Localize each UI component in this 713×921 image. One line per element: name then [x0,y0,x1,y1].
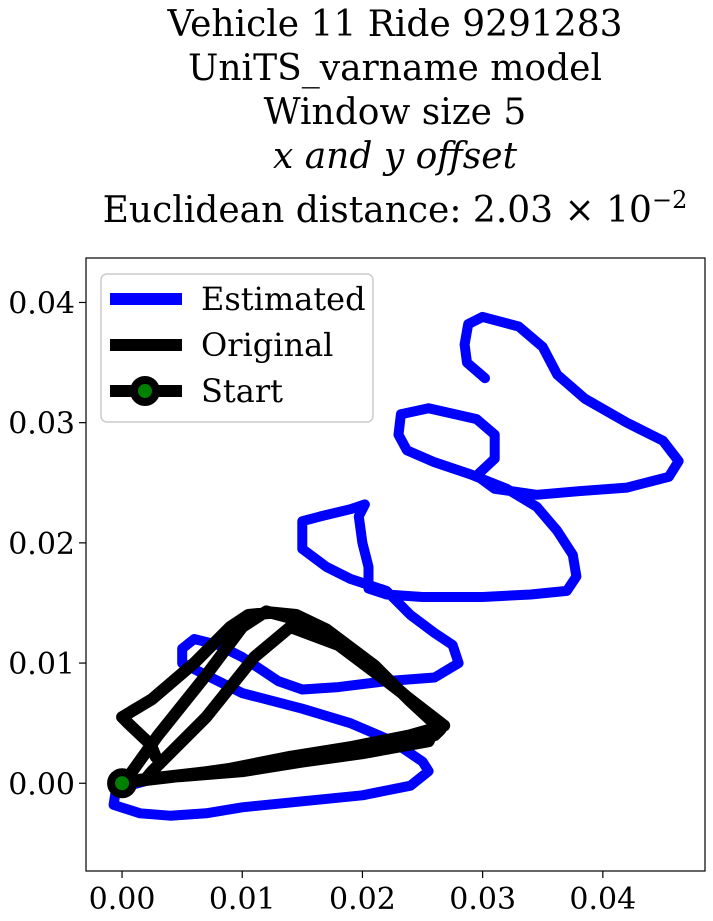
title-line-2: UniTS_varname model [188,48,602,89]
y-tick-label: 0.02 [8,527,75,562]
y-tick-label: 0.04 [8,286,75,321]
x-tick-label: 0.01 [209,882,276,917]
x-tick-label: 0.02 [329,882,396,917]
legend-label-start: Start [201,372,283,410]
legend-swatch-start-marker [130,376,160,406]
y-axis: 0.00 0.01 0.02 0.03 0.04 [8,286,86,802]
title-line-1: Vehicle 11 Ride 9291283 [167,4,623,45]
y-tick-label: 0.00 [8,767,75,802]
start-marker [107,768,138,799]
legend-label-estimated: Estimated [201,280,366,318]
series-line-original [116,605,451,790]
title-line-4-text: x and y offset [272,136,518,177]
x-tick-label: 0.00 [89,882,156,917]
plot-frame [85,257,706,872]
legend-label-original: Original [201,326,333,364]
y-tick-label: 0.01 [8,647,75,682]
title-line-3: Window size 5 [263,92,527,133]
legend: Estimated Original Start [100,273,374,423]
title-line-5-text: Euclidean distance: 2.03 × 10 [102,190,652,231]
x-tick-label: 0.04 [569,882,636,917]
y-tick-label: 0.03 [8,407,75,442]
series-layer [107,311,684,821]
title-line-5: Euclidean distance: 2.03 × 10−2 [0,178,713,233]
title-line-4: x and y offset [0,134,713,179]
title-exponent: −2 [651,186,688,214]
series-line-estimated [108,311,684,821]
x-tick-label: 0.03 [449,882,516,917]
x-axis: 0.00 0.01 0.02 0.03 0.04 [89,871,636,917]
